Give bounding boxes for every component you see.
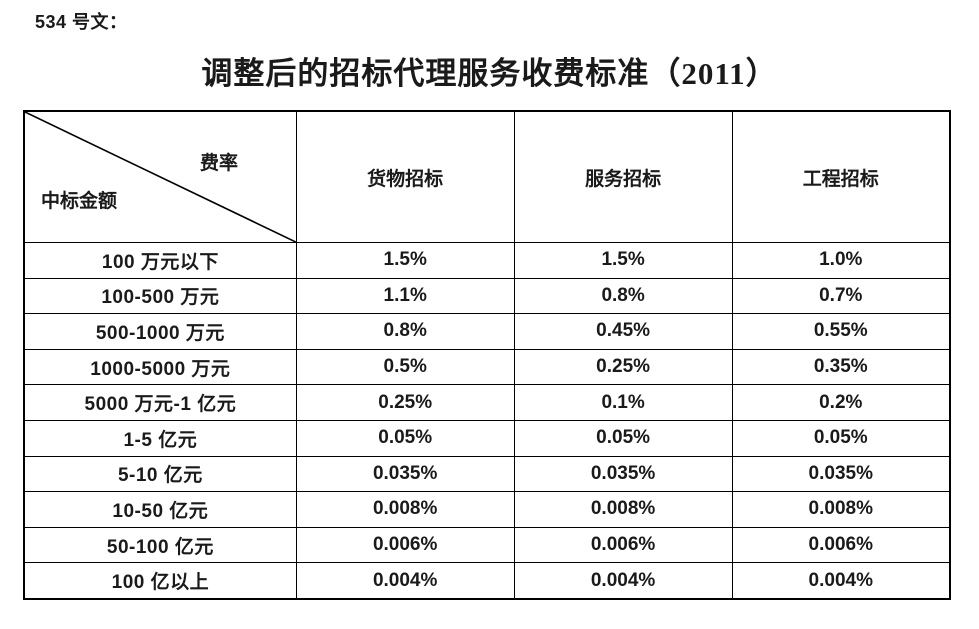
rate-cell-goods: 0.035% xyxy=(295,455,515,493)
diagonal-header-cell: 费率 中标金额 xyxy=(23,110,297,243)
diagonal-line xyxy=(25,112,296,242)
rate-cell-goods: 0.5% xyxy=(295,348,515,386)
table-row: 500-1000 万元 0.8% 0.45% 0.55% xyxy=(23,313,951,350)
rate-cell-engineering: 1.0% xyxy=(731,242,951,279)
table-row: 10-50 亿元 0.008% 0.008% 0.008% xyxy=(23,491,951,528)
rate-cell-engineering: 0.35% xyxy=(731,348,951,386)
rate-cell-engineering: 0.004% xyxy=(731,562,951,600)
rate-cell-goods: 0.8% xyxy=(295,313,515,350)
amount-range-cell: 100 亿以上 xyxy=(23,562,297,600)
rate-cell-services: 0.008% xyxy=(513,491,733,528)
rate-cell-engineering: 0.006% xyxy=(731,526,951,564)
column-header-engineering-bidding: 工程招标 xyxy=(731,110,951,243)
amount-range-cell: 1-5 亿元 xyxy=(23,419,297,457)
amount-range-cell: 100-500 万元 xyxy=(23,277,297,315)
rate-cell-goods: 0.25% xyxy=(295,384,515,421)
corner-amount-label: 中标金额 xyxy=(41,191,118,212)
table-row: 1000-5000 万元 0.5% 0.25% 0.35% xyxy=(23,348,951,386)
rate-cell-engineering: 0.05% xyxy=(731,419,951,457)
table-row: 100 万元以下 1.5% 1.5% 1.0% xyxy=(23,242,951,279)
rate-cell-services: 0.004% xyxy=(513,562,733,600)
rate-cell-goods: 0.008% xyxy=(295,491,515,528)
rate-cell-services: 0.8% xyxy=(513,277,733,315)
rate-cell-engineering: 0.55% xyxy=(731,313,951,350)
table-row: 5-10 亿元 0.035% 0.035% 0.035% xyxy=(23,455,951,493)
corner-rate-label: 费率 xyxy=(200,153,239,174)
fee-table: 费率 中标金额 货物招标 服务招标 工程招标 100 万元以下 1.5% 1.5% 1… xyxy=(23,110,951,600)
rate-cell-services: 1.5% xyxy=(513,242,733,279)
rate-cell-goods: 1.1% xyxy=(295,277,515,315)
amount-range-cell: 50-100 亿元 xyxy=(23,526,297,564)
rate-cell-services: 0.1% xyxy=(513,384,733,421)
table-header-row: 费率 中标金额 货物招标 服务招标 工程招标 xyxy=(23,110,951,243)
rate-cell-services: 0.45% xyxy=(513,313,733,350)
rate-cell-engineering: 0.2% xyxy=(731,384,951,421)
rate-cell-services: 0.05% xyxy=(513,419,733,457)
rate-cell-engineering: 0.035% xyxy=(731,455,951,493)
rate-cell-goods: 1.5% xyxy=(295,242,515,279)
amount-range-cell: 10-50 亿元 xyxy=(23,491,297,528)
amount-range-cell: 500-1000 万元 xyxy=(23,313,297,350)
rate-cell-goods: 0.004% xyxy=(295,562,515,600)
rate-cell-engineering: 0.7% xyxy=(731,277,951,315)
amount-range-cell: 1000-5000 万元 xyxy=(23,348,297,386)
document-number: 534 号文： xyxy=(35,12,128,32)
amount-range-cell: 5-10 亿元 xyxy=(23,455,297,493)
table-row: 50-100 亿元 0.006% 0.006% 0.006% xyxy=(23,526,951,564)
column-header-goods-bidding: 货物招标 xyxy=(295,110,515,243)
rate-cell-goods: 0.006% xyxy=(295,526,515,564)
amount-range-cell: 100 万元以下 xyxy=(23,242,297,279)
rate-cell-goods: 0.05% xyxy=(295,419,515,457)
rate-cell-engineering: 0.008% xyxy=(731,491,951,528)
rate-cell-services: 0.006% xyxy=(513,526,733,564)
rate-cell-services: 0.035% xyxy=(513,455,733,493)
table-row: 5000 万元-1 亿元 0.25% 0.1% 0.2% xyxy=(23,384,951,421)
amount-range-cell: 5000 万元-1 亿元 xyxy=(23,384,297,421)
page-title: 调整后的招标代理服务收费标准（2011） xyxy=(201,56,778,91)
table-row: 1-5 亿元 0.05% 0.05% 0.05% xyxy=(23,419,951,457)
column-header-service-bidding: 服务招标 xyxy=(513,110,733,243)
rate-cell-services: 0.25% xyxy=(513,348,733,386)
table-row: 100 亿以上 0.004% 0.004% 0.004% xyxy=(23,562,951,600)
table-row: 100-500 万元 1.1% 0.8% 0.7% xyxy=(23,277,951,315)
